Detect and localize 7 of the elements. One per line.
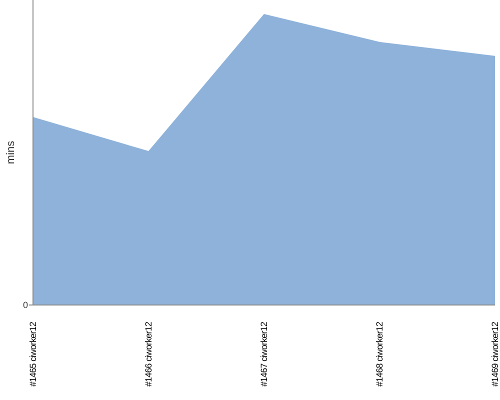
- x-tick-label: #1465 ciworker12: [28, 322, 38, 387]
- text: 0: [22, 300, 28, 310]
- x-tick-label: #1469 ciworker12: [490, 322, 500, 387]
- x-tick-label: #1467 ciworker12: [259, 322, 269, 387]
- x-tick-label: #1466 ciworker12: [144, 322, 154, 387]
- y-axis-title: mins: [5, 140, 17, 164]
- x-tick-label: #1468 ciworker12: [374, 322, 384, 387]
